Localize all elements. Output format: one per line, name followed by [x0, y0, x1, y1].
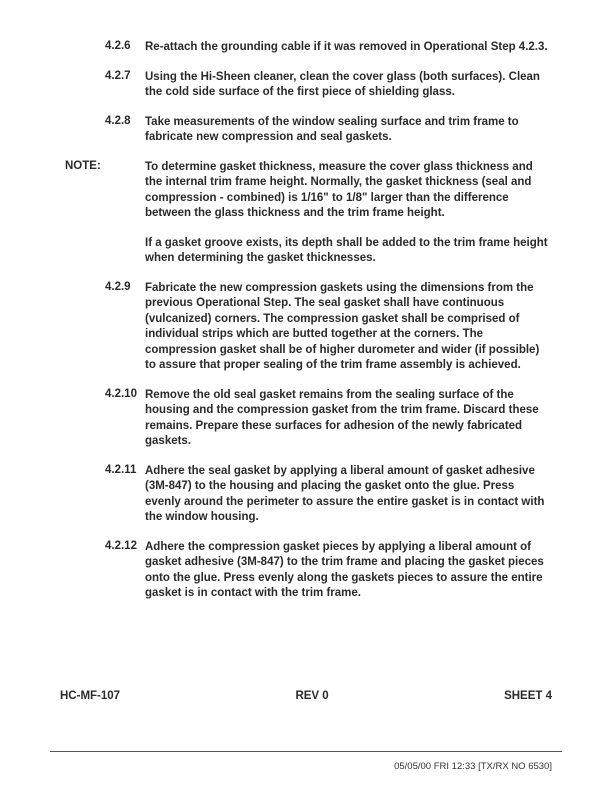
note-paragraph-2: If a gasket groove exists, its depth sha…: [145, 236, 562, 267]
step-4-2-12: 4.2.12 Adhere the compression gasket pie…: [50, 540, 562, 602]
step-text: Take measurements of the window sealing …: [145, 115, 562, 146]
step-4-2-6: 4.2.6 Re-attach the grounding cable if i…: [50, 40, 562, 56]
step-number: 4.2.6: [50, 40, 145, 56]
fax-timestamp: 05/05/00 FRI 12:33 [TX/RX NO 6530]: [394, 761, 552, 772]
step-number: 4.2.9: [50, 281, 145, 374]
step-number: 4.2.8: [50, 115, 145, 146]
revision: REV 0: [295, 690, 328, 702]
step-text: Adhere the compression gasket pieces by …: [145, 540, 562, 602]
step-text: Adhere the seal gasket by applying a lib…: [145, 464, 562, 526]
note-label: NOTE:: [50, 160, 145, 222]
step-4-2-8: 4.2.8 Take measurements of the window se…: [50, 115, 562, 146]
note-paragraph-1: To determine gasket thickness, measure t…: [145, 160, 562, 222]
step-4-2-11: 4.2.11 Adhere the seal gasket by applyin…: [50, 464, 562, 526]
footer-divider: [50, 751, 562, 752]
step-4-2-7: 4.2.7 Using the Hi-Sheen cleaner, clean …: [50, 70, 562, 101]
sheet-number: SHEET 4: [504, 690, 552, 702]
step-text: Re-attach the grounding cable if it was …: [145, 40, 562, 56]
step-4-2-9: 4.2.9 Fabricate the new compression gask…: [50, 281, 562, 374]
step-4-2-10: 4.2.10 Remove the old seal gasket remain…: [50, 388, 562, 450]
step-number: 4.2.7: [50, 70, 145, 101]
step-number: 4.2.11: [50, 464, 145, 526]
doc-id: HC-MF-107: [60, 690, 120, 702]
step-number: 4.2.10: [50, 388, 145, 450]
step-text: Fabricate the new compression gaskets us…: [145, 281, 562, 374]
footer-row: HC-MF-107 REV 0 SHEET 4: [60, 690, 552, 702]
step-number: 4.2.12: [50, 540, 145, 602]
document-page: 4.2.6 Re-attach the grounding cable if i…: [0, 0, 612, 792]
step-text: Using the Hi-Sheen cleaner, clean the co…: [145, 70, 562, 101]
step-text: Remove the old seal gasket remains from …: [145, 388, 562, 450]
note-block: NOTE: To determine gasket thickness, mea…: [50, 160, 562, 222]
